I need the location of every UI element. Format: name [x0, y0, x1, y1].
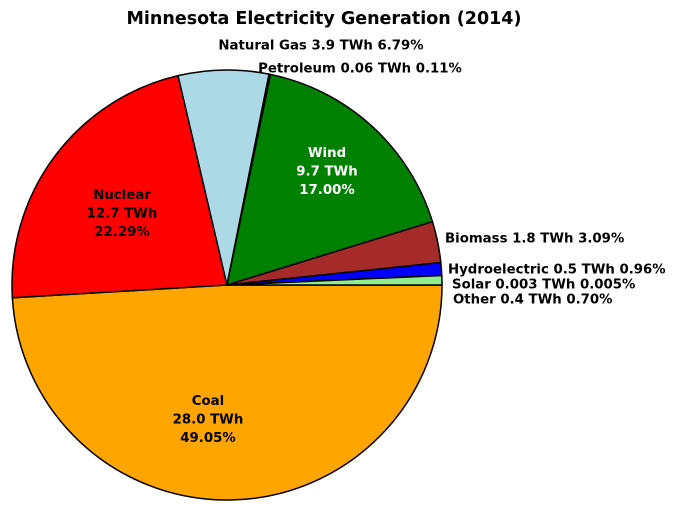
pie-slice-coal: [11, 284, 443, 501]
slice-label-nuclear: Nuclear 12.7 TWh 22.29%: [87, 188, 158, 240]
slice-label-solar: Solar 0.003 TWh 0.005%: [452, 278, 635, 293]
slice-label-petroleum: Petroleum 0.06 TWh 0.11%: [258, 62, 462, 77]
slice-label-natural-gas: Natural Gas 3.9 TWh 6.79%: [218, 39, 423, 54]
chart-title: Minnesota Electricity Generation (2014): [126, 9, 522, 29]
slice-label-coal: Coal 28.0 TWh 49.05%: [173, 394, 244, 446]
slice-label-other: Other 0.4 TWh 0.70%: [453, 293, 612, 308]
slice-label-biomass: Biomass 1.8 TWh 3.09%: [445, 232, 624, 247]
slice-label-wind: Wind 9.7 TWh 17.00%: [296, 146, 357, 198]
pie-slice-nuclear: [11, 74, 228, 299]
pie-slice-wind: [226, 73, 434, 287]
slice-label-hydroelectric: Hydroelectric 0.5 TWh 0.96%: [448, 263, 666, 278]
pie-slice-other: [226, 274, 443, 286]
